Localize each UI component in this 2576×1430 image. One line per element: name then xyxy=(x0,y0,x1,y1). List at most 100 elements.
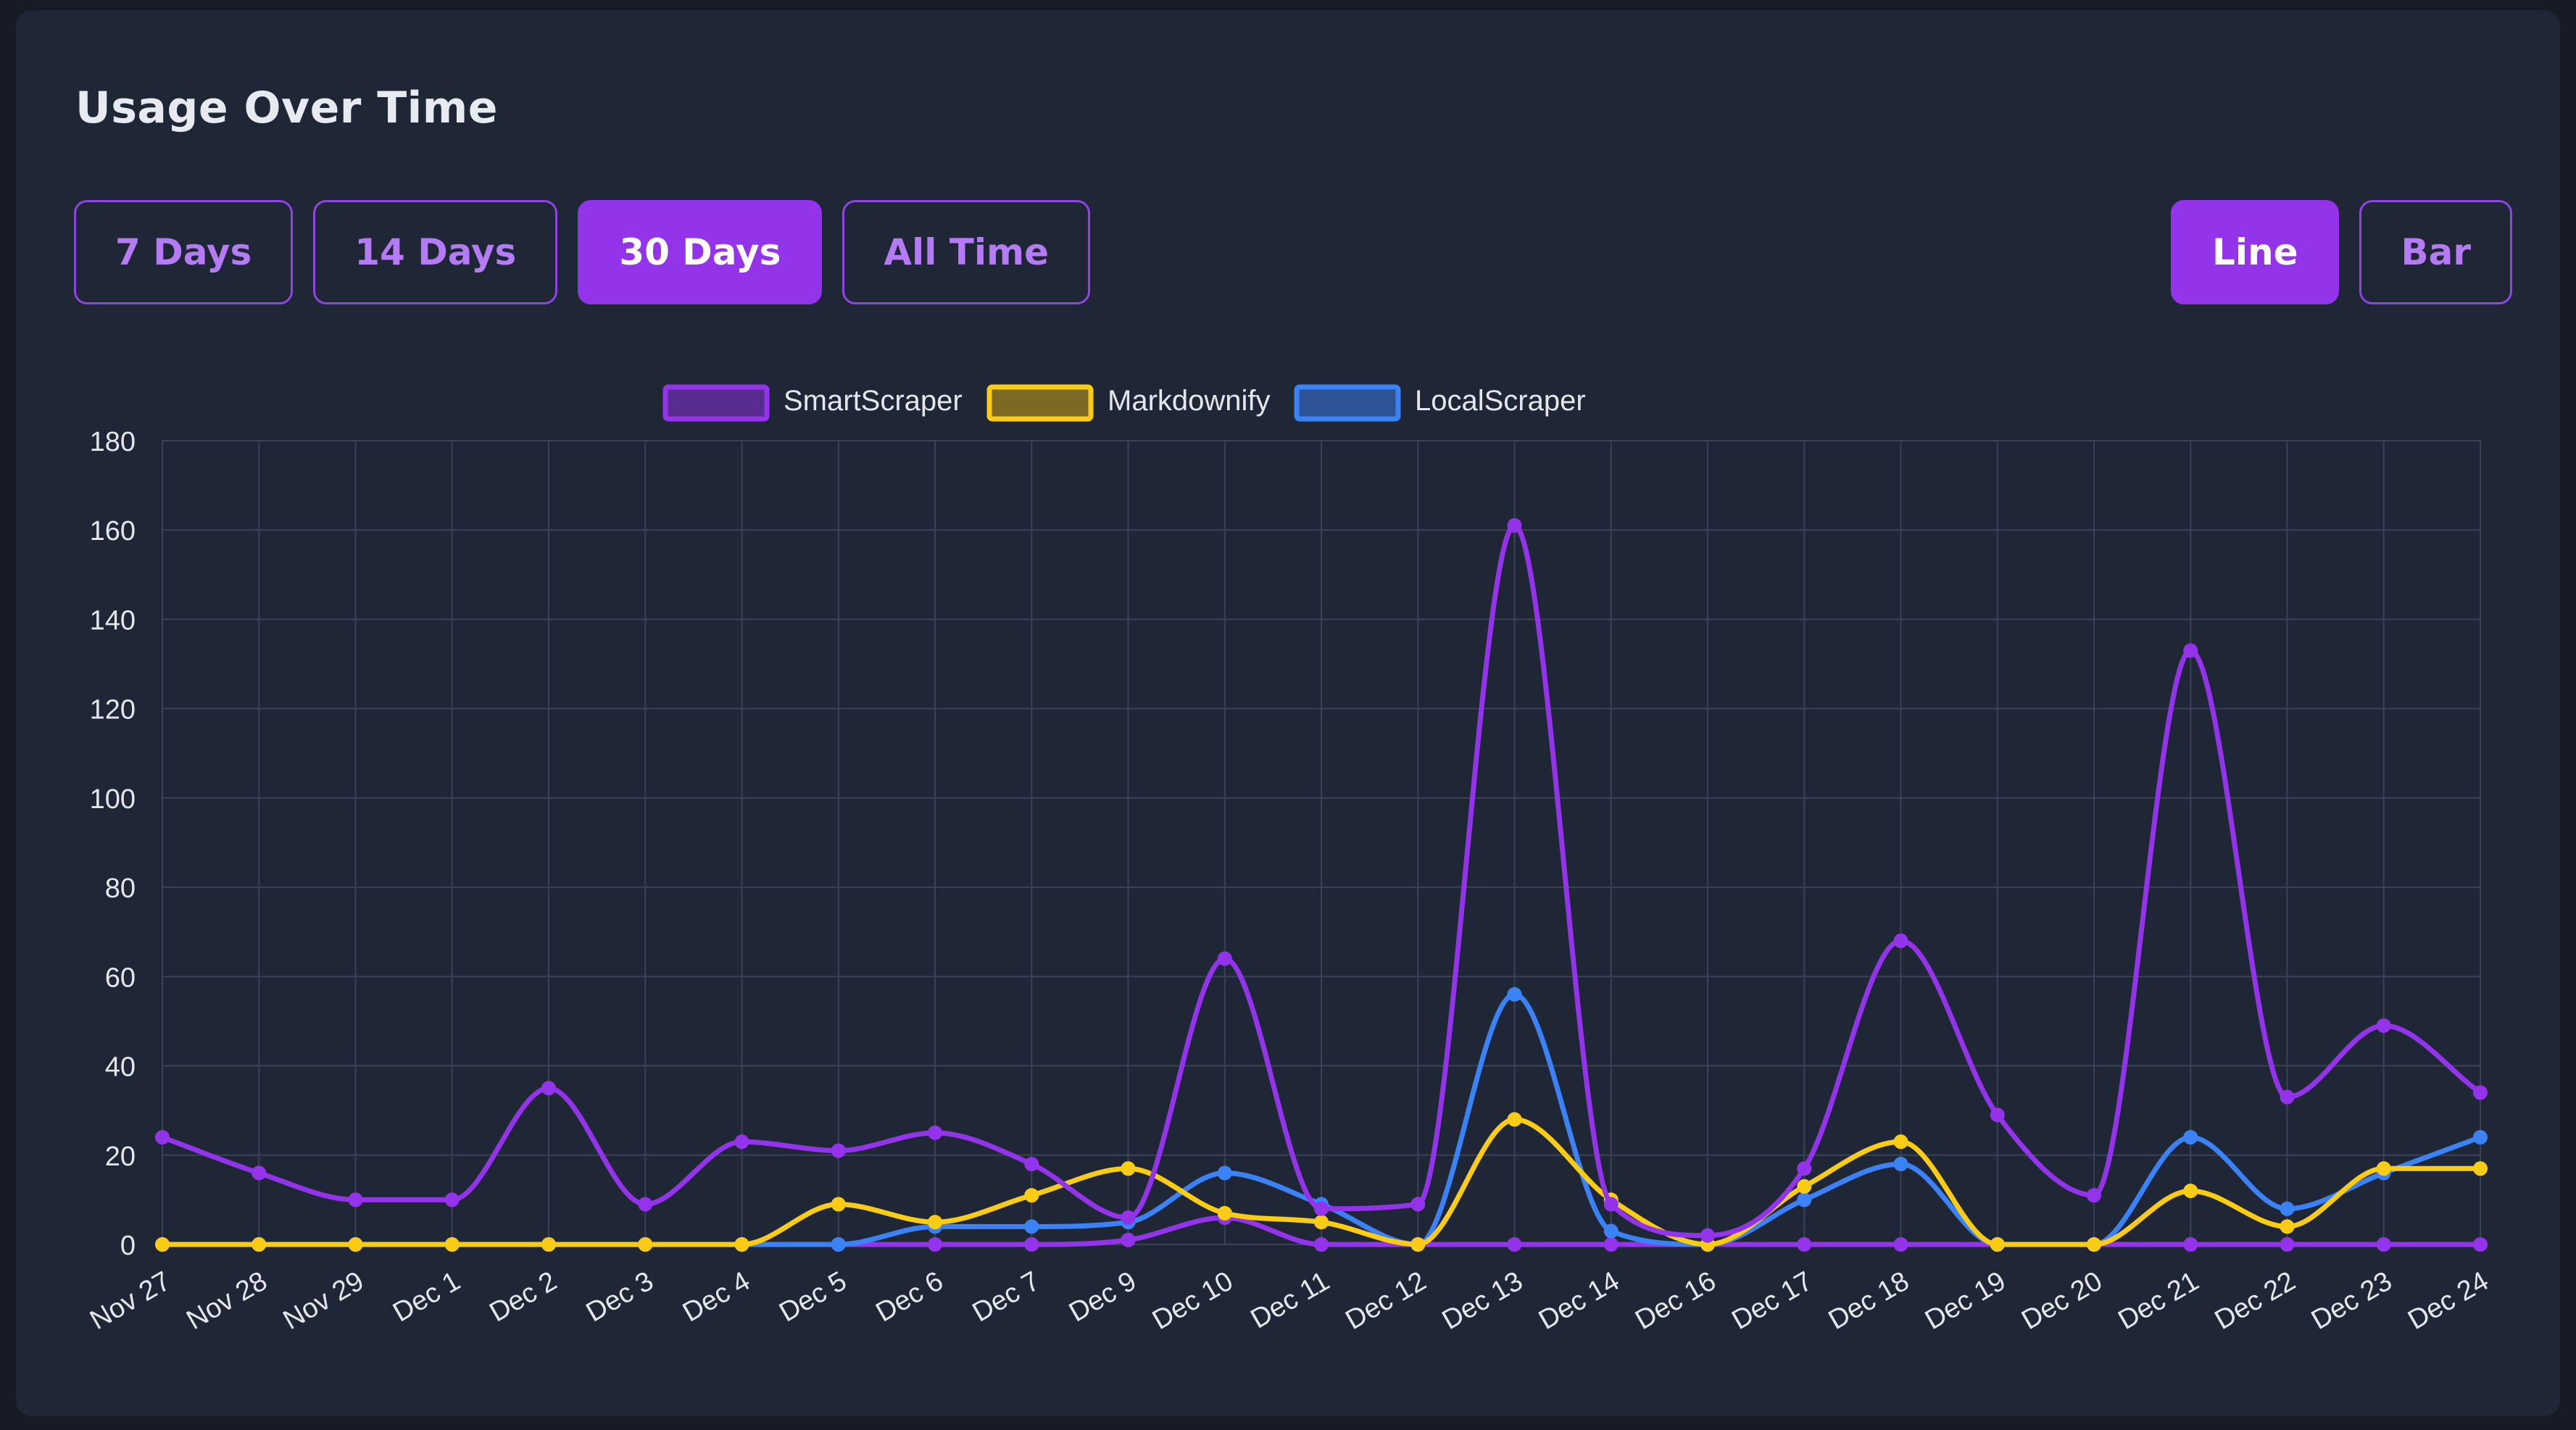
data-point xyxy=(928,1237,942,1252)
data-point xyxy=(831,1197,846,1212)
data-point xyxy=(2280,1237,2295,1252)
x-tick-label: Dec 2 xyxy=(485,1265,562,1328)
y-tick-label: 120 xyxy=(90,695,136,726)
chart-type-selector: Line Bar xyxy=(2170,200,2512,304)
usage-card: Usage Over Time 7 Days 14 Days 30 Days A… xyxy=(16,10,2560,1416)
x-tick-label: Dec 24 xyxy=(2403,1265,2493,1336)
chart-type-bar-button[interactable]: Bar xyxy=(2359,200,2512,304)
data-point xyxy=(1217,1165,1232,1181)
data-point xyxy=(2087,1188,2101,1203)
data-point xyxy=(2473,1237,2488,1252)
x-tick-label: Dec 9 xyxy=(1064,1265,1142,1328)
data-point xyxy=(2376,1237,2391,1252)
data-point xyxy=(348,1192,363,1207)
y-tick-label: 180 xyxy=(90,427,136,457)
card-title: Usage Over Time xyxy=(75,83,498,133)
data-point xyxy=(444,1237,460,1252)
x-tick-label: Dec 20 xyxy=(2016,1265,2107,1336)
x-tick-label: Dec 11 xyxy=(1246,1265,1335,1334)
x-tick-label: Dec 3 xyxy=(581,1265,659,1328)
data-point xyxy=(831,1237,846,1252)
x-tick-label: Dec 12 xyxy=(1340,1265,1431,1336)
data-point xyxy=(1314,1215,1329,1230)
x-tick-label: Dec 23 xyxy=(2306,1265,2397,1336)
x-tick-label: Dec 5 xyxy=(774,1265,852,1328)
data-point xyxy=(155,1237,170,1252)
data-point xyxy=(1893,1157,1908,1172)
range-14-days-button[interactable]: 14 Days xyxy=(313,200,558,304)
data-point xyxy=(155,1130,170,1145)
data-point xyxy=(1603,1237,1619,1252)
x-tick-label: Dec 4 xyxy=(678,1265,755,1328)
x-tick-label: Nov 29 xyxy=(278,1265,369,1336)
chart-type-line-button[interactable]: Line xyxy=(2170,200,2340,304)
data-point xyxy=(2183,1130,2198,1145)
data-point xyxy=(1410,1237,1426,1252)
data-point xyxy=(638,1237,653,1252)
data-point xyxy=(1024,1219,1039,1234)
legend-swatch xyxy=(986,384,1094,422)
data-point xyxy=(1024,1188,1039,1203)
data-point xyxy=(1121,1232,1136,1247)
data-point xyxy=(2473,1085,2488,1100)
legend-label: LocalScraper xyxy=(1415,385,1586,417)
data-point xyxy=(1797,1192,1812,1207)
range-7-days-button[interactable]: 7 Days xyxy=(74,200,294,304)
data-point xyxy=(1893,1134,1908,1150)
data-point xyxy=(928,1125,942,1140)
data-point xyxy=(541,1237,556,1252)
legend-swatch xyxy=(662,384,770,422)
data-point xyxy=(1990,1107,2005,1123)
data-point xyxy=(734,1134,749,1150)
data-point xyxy=(2183,1184,2198,1199)
data-point xyxy=(2280,1219,2295,1234)
data-point xyxy=(1797,1161,1812,1176)
data-point xyxy=(2473,1130,2488,1145)
data-point xyxy=(1121,1161,1136,1176)
y-tick-label: 100 xyxy=(90,784,136,815)
data-point xyxy=(252,1165,267,1181)
data-point xyxy=(2183,643,2198,658)
x-tick-label: Nov 28 xyxy=(181,1265,272,1336)
data-point xyxy=(734,1237,749,1252)
x-tick-label: Dec 7 xyxy=(968,1265,1045,1328)
x-tick-label: Dec 21 xyxy=(2113,1265,2203,1336)
legend-label: Markdownify xyxy=(1108,385,1271,417)
data-point xyxy=(1314,1201,1329,1216)
y-tick-label: 140 xyxy=(90,605,136,636)
data-point xyxy=(2280,1089,2295,1105)
data-point xyxy=(1024,1157,1039,1172)
x-tick-label: Dec 18 xyxy=(1824,1265,1914,1336)
data-point xyxy=(541,1081,556,1096)
range-30-days-button[interactable]: 30 Days xyxy=(578,200,823,304)
data-point xyxy=(2473,1161,2488,1176)
x-tick-label: Dec 13 xyxy=(1437,1265,1528,1336)
data-point xyxy=(1700,1228,1715,1243)
data-point xyxy=(1507,518,1522,533)
data-point xyxy=(1024,1237,1039,1252)
x-tick-label: Dec 16 xyxy=(1630,1265,1721,1336)
data-point xyxy=(1990,1237,2005,1252)
data-point xyxy=(1314,1237,1329,1252)
data-point xyxy=(1797,1237,1812,1252)
data-point xyxy=(1507,1112,1522,1127)
data-point xyxy=(1603,1223,1619,1239)
data-point xyxy=(1893,1237,1908,1252)
x-tick-label: Nov 27 xyxy=(85,1265,175,1336)
time-range-selector: 7 Days 14 Days 30 Days All Time xyxy=(74,200,1090,304)
data-point xyxy=(444,1192,460,1207)
y-tick-label: 60 xyxy=(105,963,136,993)
data-point xyxy=(1217,951,1232,966)
data-point xyxy=(252,1237,267,1252)
range-all-time-button[interactable]: All Time xyxy=(842,200,1090,304)
data-point xyxy=(1121,1210,1136,1226)
x-tick-label: Dec 14 xyxy=(1534,1265,1624,1336)
data-point xyxy=(2183,1237,2198,1252)
x-tick-label: Dec 6 xyxy=(871,1265,949,1328)
data-point xyxy=(1217,1205,1232,1221)
data-point xyxy=(1507,986,1522,1002)
x-tick-label: Dec 17 xyxy=(1727,1265,1817,1336)
data-point xyxy=(2280,1201,2295,1216)
y-tick-label: 160 xyxy=(90,516,136,546)
